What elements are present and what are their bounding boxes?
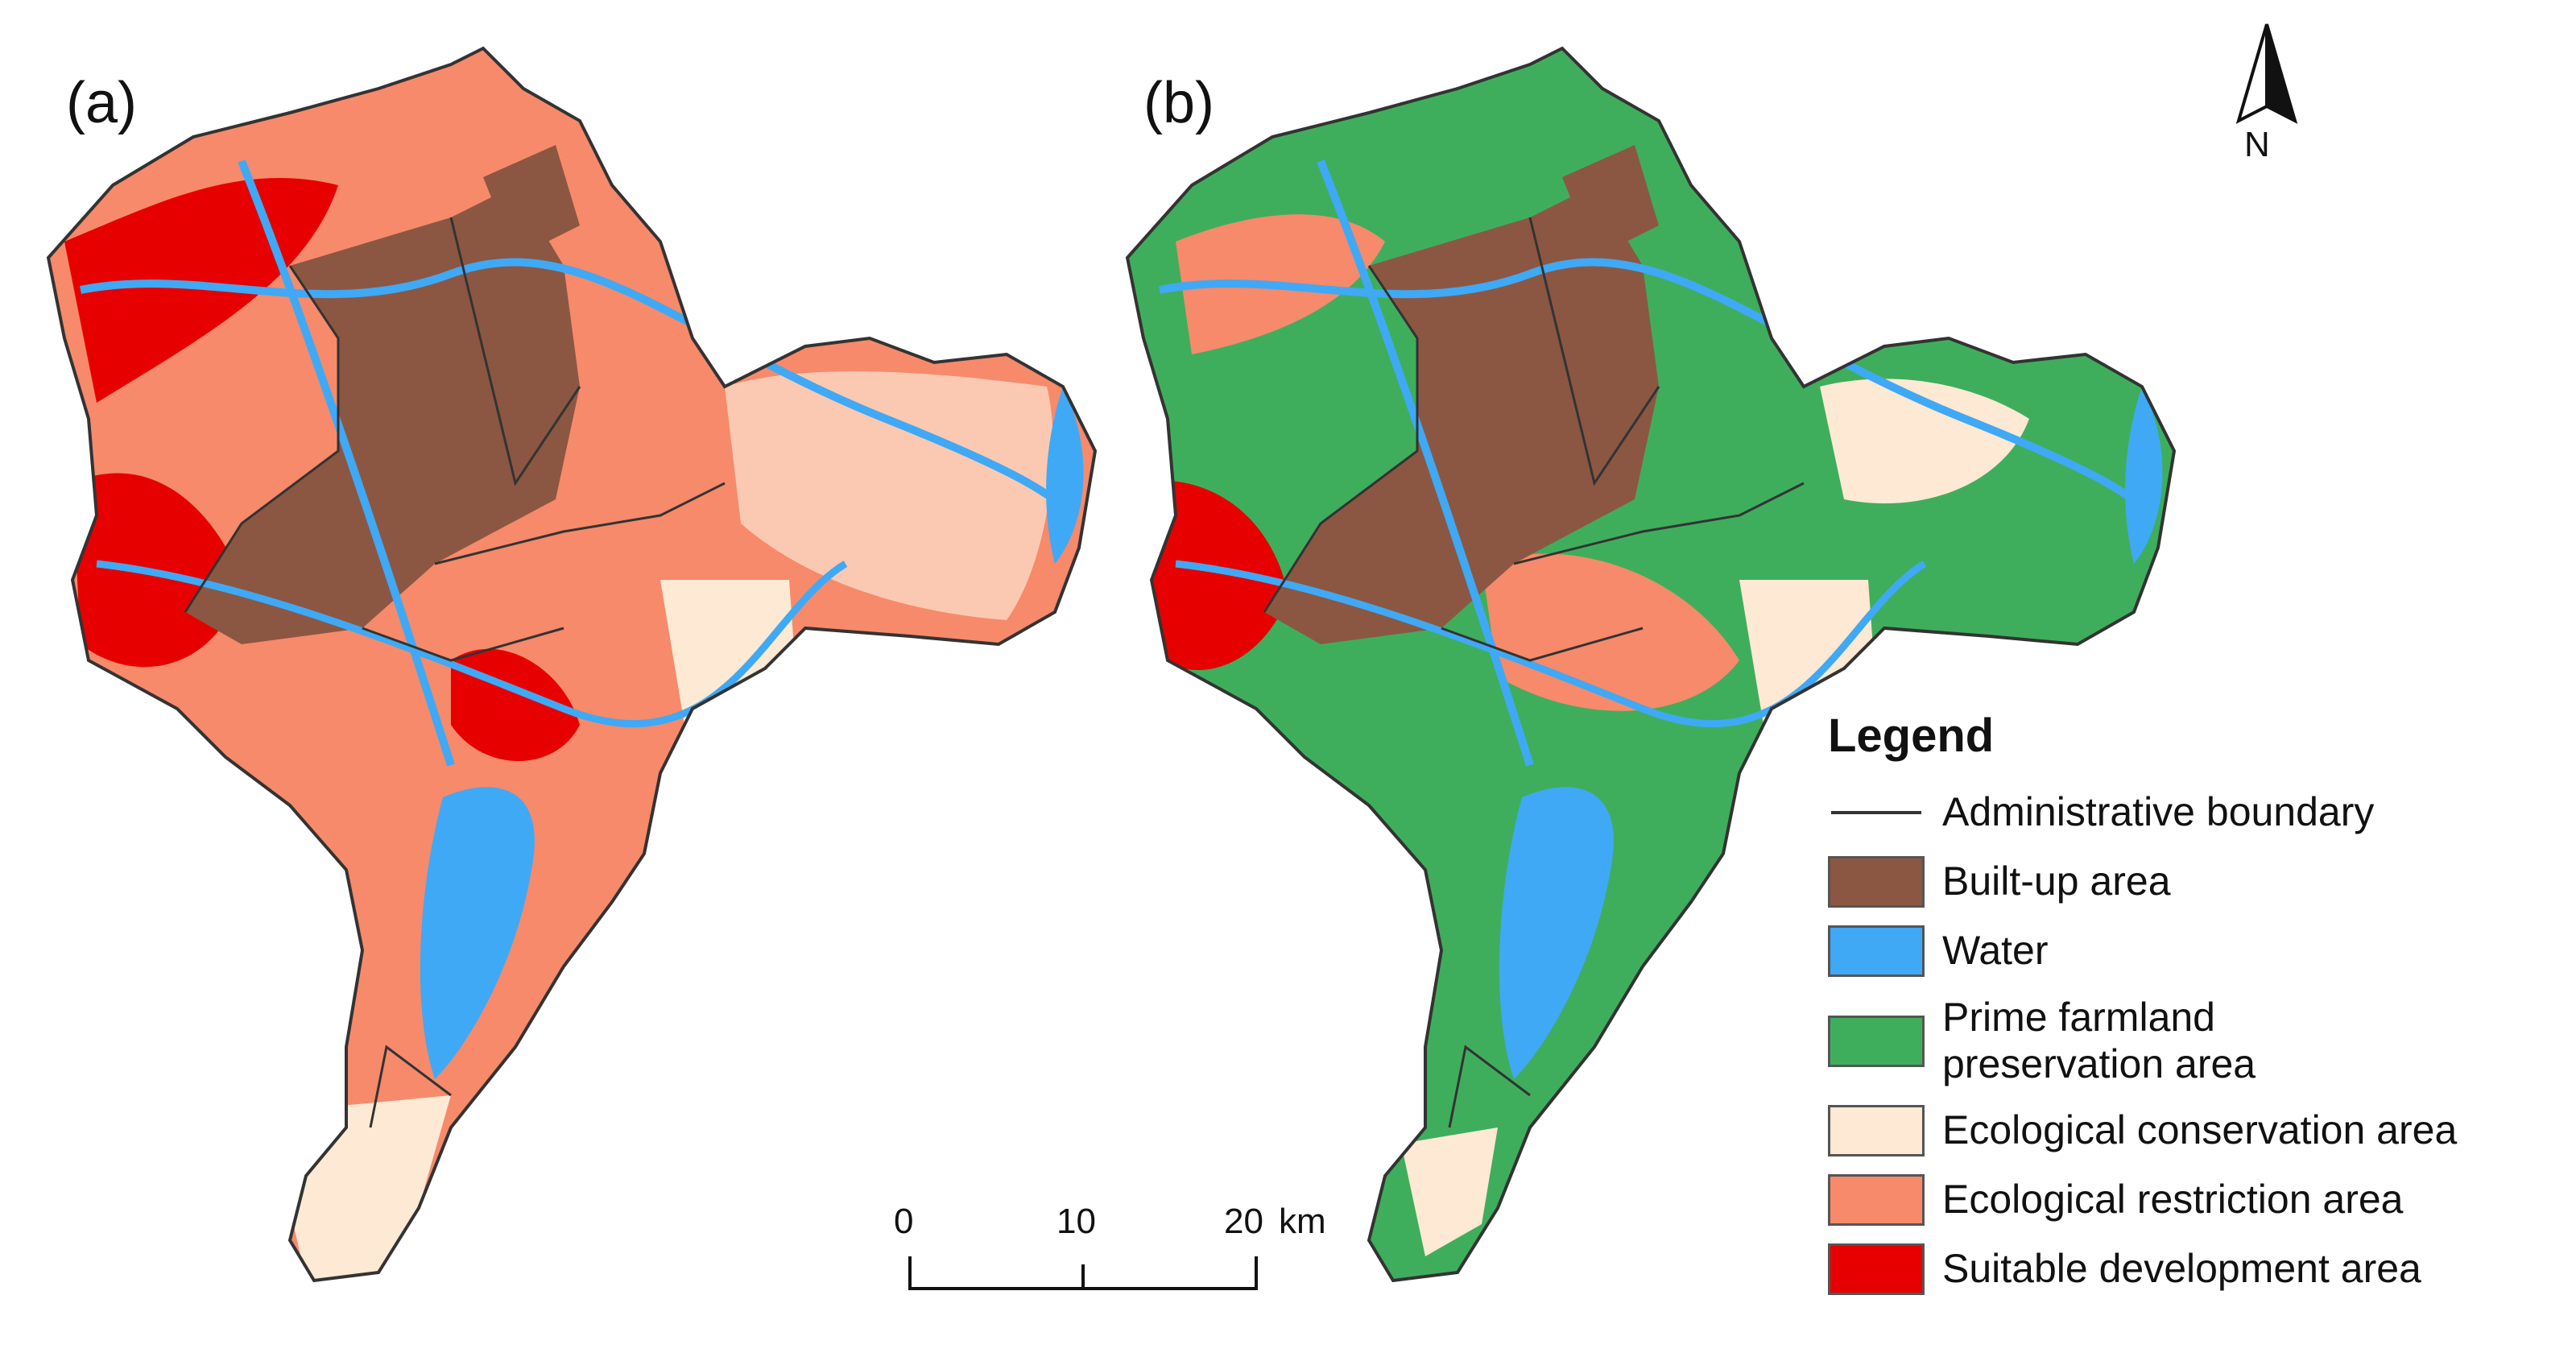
north-label: N xyxy=(2244,125,2270,164)
scale-tick-20: 20 xyxy=(1224,1202,1263,1241)
legend-label: Ecological restriction area xyxy=(1942,1177,2404,1223)
legend-label: Ecological conservation area xyxy=(1942,1107,2458,1153)
legend-title: Legend xyxy=(1828,710,1995,762)
built-up-area xyxy=(1264,185,1659,644)
scale-unit: km xyxy=(1279,1202,1326,1241)
river xyxy=(1175,560,1927,728)
river xyxy=(96,560,848,728)
administrative-boundary xyxy=(1263,217,1805,1128)
map-panel-a xyxy=(46,46,1098,1283)
river xyxy=(80,258,1072,503)
legend-label: Water xyxy=(1942,928,2049,974)
scale-tick-10: 10 xyxy=(1056,1202,1096,1241)
legend-swatch-water xyxy=(1828,925,1925,977)
legend-item-water: Water xyxy=(1828,925,2569,977)
legend-swatch-prime-farmland xyxy=(1828,1015,1925,1067)
north-arrow-icon xyxy=(2235,23,2298,124)
legend-swatch-suitable-development xyxy=(1828,1243,1925,1295)
legend-item-ecological-conservation: Ecological conservation area xyxy=(1828,1105,2569,1156)
panel-label-a: (a) xyxy=(66,71,137,135)
river xyxy=(1159,258,2151,503)
river xyxy=(238,159,455,767)
water-lake xyxy=(1499,787,1614,1079)
built-up-area xyxy=(1562,145,1659,258)
map-panel-b xyxy=(1125,46,2177,1283)
built-up-area xyxy=(185,185,580,644)
legend-swatch-ecological-restriction xyxy=(1828,1174,1925,1226)
administrative-boundary xyxy=(184,217,726,1128)
administrative-boundary xyxy=(1125,46,2177,1283)
legend-swatch-ecological-conservation xyxy=(1828,1105,1925,1156)
ecological-conservation-area xyxy=(1739,580,1876,725)
ecological-conservation-patch xyxy=(725,371,1053,620)
legend-item-prime-farmland: Prime farmland preservation area xyxy=(1828,995,2569,1087)
scale-bar xyxy=(908,1256,1258,1290)
water-lake xyxy=(420,787,535,1079)
legend-item-built-up: Built-up area xyxy=(1828,856,2569,908)
river xyxy=(1317,159,1534,767)
panel-label-b: (b) xyxy=(1143,71,1214,135)
legend-item-ecological-restriction: Ecological restriction area xyxy=(1828,1174,2569,1226)
legend-swatch-boundary xyxy=(1828,787,1925,838)
scale-tick-0: 0 xyxy=(894,1202,914,1241)
legend: Legend Administrative boundary Built-up … xyxy=(1828,709,2569,1313)
water-lake xyxy=(1046,387,1084,564)
water-lake xyxy=(2125,387,2163,564)
legend-item-suitable-development: Suitable development area xyxy=(1828,1243,2569,1295)
ecological-conservation-patch xyxy=(1401,1128,1498,1256)
legend-swatch-built-up xyxy=(1828,856,1925,908)
legend-label: Administrative boundary xyxy=(1942,789,2375,835)
ecological-conservation-area xyxy=(660,580,797,725)
legend-label: Prime farmland preservation area xyxy=(1942,995,2256,1086)
administrative-boundary xyxy=(46,46,1098,1283)
legend-label: Suitable development area xyxy=(1942,1246,2421,1292)
legend-item-boundary: Administrative boundary xyxy=(1828,787,2569,838)
built-up-area xyxy=(483,145,580,258)
legend-label: Built-up area xyxy=(1942,859,2171,904)
ecological-conservation-patch xyxy=(1820,379,2029,504)
